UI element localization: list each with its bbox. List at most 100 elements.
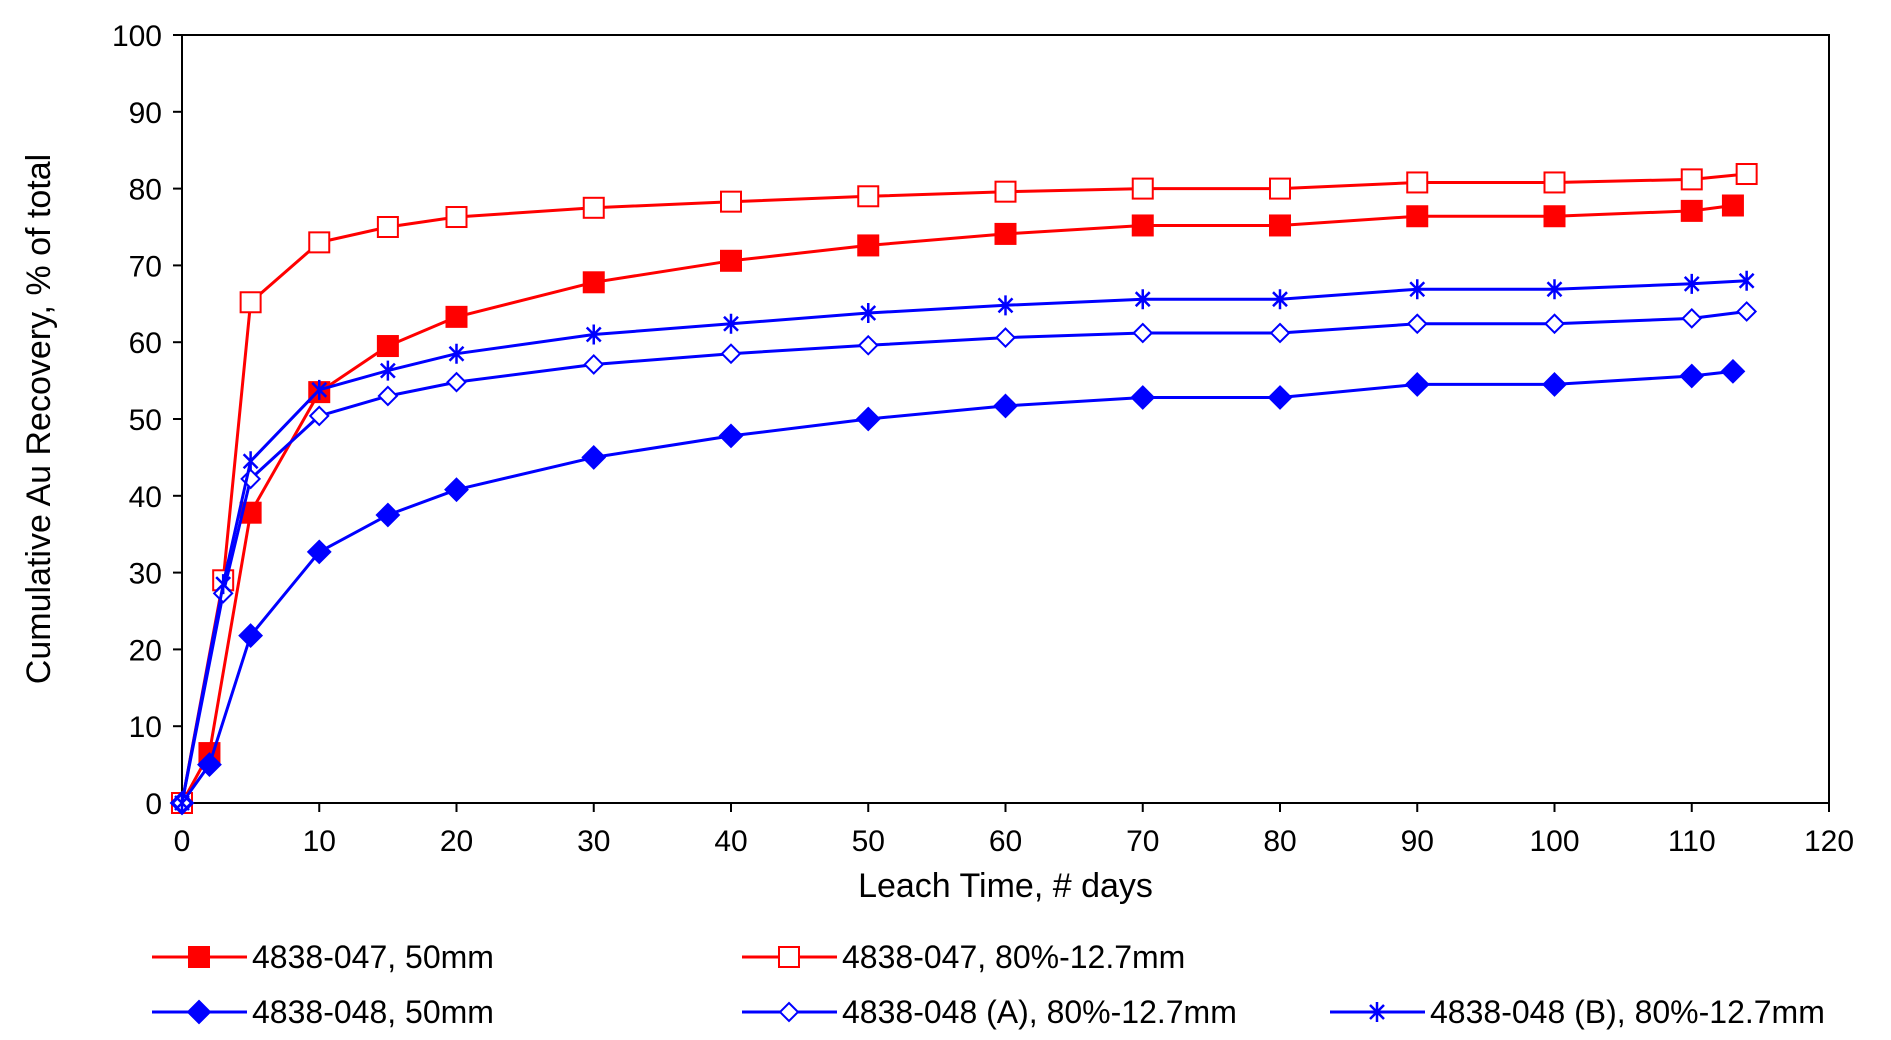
legend-item: 4838-048 (B), 80%-12.7mm bbox=[1330, 994, 1825, 1030]
y-tick-label: 30 bbox=[129, 558, 162, 591]
data-point bbox=[1681, 307, 1703, 329]
series-4 bbox=[171, 301, 1758, 814]
data-point bbox=[1721, 194, 1744, 217]
data-point bbox=[582, 271, 605, 294]
data-point bbox=[445, 305, 468, 328]
x-tick-label: 80 bbox=[1263, 825, 1296, 858]
data-point bbox=[1134, 289, 1151, 310]
data-point bbox=[1131, 214, 1154, 237]
data-point bbox=[1269, 214, 1291, 237]
data-point bbox=[1543, 205, 1566, 228]
legend-item: 4838-048, 50mm bbox=[152, 994, 494, 1030]
legend-marker bbox=[1369, 1002, 1385, 1022]
data-point bbox=[857, 185, 880, 208]
data-point bbox=[1542, 372, 1567, 397]
data-point bbox=[1736, 301, 1758, 322]
data-point bbox=[581, 444, 607, 470]
legend-marker bbox=[188, 946, 210, 968]
y-tick-label: 70 bbox=[129, 250, 162, 283]
y-tick-label: 50 bbox=[129, 404, 162, 437]
x-tick-label: 10 bbox=[303, 825, 336, 858]
legend-marker bbox=[778, 946, 800, 968]
data-point bbox=[239, 291, 262, 314]
data-point bbox=[720, 343, 742, 365]
data-point bbox=[444, 477, 469, 503]
data-point bbox=[1738, 270, 1755, 291]
legend-label: 4838-047, 80%-12.7mm bbox=[842, 939, 1185, 975]
data-point bbox=[855, 406, 881, 432]
x-axis-title: Leach Time, # days bbox=[858, 867, 1153, 905]
data-point bbox=[994, 180, 1017, 203]
legend-label: 4838-048, 50mm bbox=[252, 994, 494, 1030]
series-5 bbox=[174, 270, 1755, 813]
series-layer bbox=[169, 163, 1758, 816]
y-tick-label: 20 bbox=[129, 634, 162, 667]
data-point bbox=[1735, 163, 1758, 186]
legend-marker bbox=[778, 1001, 800, 1023]
data-point bbox=[1267, 385, 1293, 410]
data-point bbox=[215, 574, 232, 595]
data-point bbox=[306, 539, 332, 565]
legend-label: 4838-047, 50mm bbox=[252, 939, 494, 975]
x-tick-label: 30 bbox=[577, 825, 610, 858]
data-point bbox=[308, 405, 330, 427]
x-tick-label: 110 bbox=[1668, 825, 1716, 858]
x-tick-label: 20 bbox=[440, 825, 473, 858]
y-tick-label: 0 bbox=[145, 788, 162, 821]
legend-label: 4838-048 (A), 80%-12.7mm bbox=[842, 994, 1237, 1030]
data-point bbox=[583, 354, 605, 375]
data-point bbox=[1406, 313, 1428, 335]
x-tick-label: 90 bbox=[1401, 825, 1434, 858]
y-tick-label: 60 bbox=[129, 327, 162, 360]
x-tick-label: 50 bbox=[852, 825, 885, 858]
legend-label: 4838-048 (B), 80%-12.7mm bbox=[1430, 994, 1825, 1030]
x-tick-label: 60 bbox=[989, 825, 1022, 858]
data-point bbox=[1680, 168, 1703, 191]
y-tick-label: 90 bbox=[129, 97, 162, 130]
data-point bbox=[1131, 177, 1154, 200]
data-point bbox=[197, 752, 222, 778]
data-point bbox=[1272, 289, 1288, 310]
data-point bbox=[1130, 385, 1156, 410]
data-point bbox=[718, 423, 744, 449]
legend-marker bbox=[186, 999, 212, 1025]
data-point bbox=[723, 313, 739, 334]
x-tick-label: 70 bbox=[1126, 825, 1159, 858]
data-point bbox=[857, 234, 880, 257]
series-line bbox=[180, 172, 1747, 804]
series-line bbox=[180, 310, 1747, 804]
data-point bbox=[375, 502, 401, 528]
data-point bbox=[1720, 358, 1746, 384]
data-point bbox=[1406, 205, 1429, 228]
data-point bbox=[1269, 322, 1291, 344]
data-point bbox=[308, 231, 331, 254]
series-line bbox=[180, 204, 1734, 804]
data-point bbox=[1406, 171, 1429, 194]
axis-ticks: 0 10 20 30 40 50 60 70 80 90 100 110 120 0 10 20 30 40 50 6… bbox=[112, 20, 1854, 858]
series-line bbox=[180, 279, 1747, 804]
data-point bbox=[377, 385, 399, 407]
data-point bbox=[1680, 199, 1703, 222]
data-point bbox=[1409, 279, 1426, 300]
data-point bbox=[379, 360, 396, 381]
legend-item: 4838-048 (A), 80%-12.7mm bbox=[742, 994, 1237, 1030]
data-point bbox=[720, 249, 742, 272]
data-point bbox=[448, 343, 465, 364]
data-point bbox=[720, 190, 742, 213]
data-point bbox=[857, 334, 879, 356]
data-point bbox=[376, 216, 399, 238]
data-point bbox=[585, 324, 602, 345]
data-point bbox=[1543, 171, 1566, 194]
data-point bbox=[994, 222, 1017, 245]
data-point bbox=[446, 371, 467, 393]
x-tick-label: 120 bbox=[1804, 825, 1854, 858]
data-point bbox=[1404, 372, 1430, 397]
x-tick-label: 40 bbox=[714, 825, 747, 858]
data-point bbox=[238, 623, 264, 648]
data-point bbox=[242, 451, 259, 472]
legend-item: 4838-047, 80%-12.7mm bbox=[742, 939, 1185, 975]
data-point bbox=[860, 303, 877, 324]
data-point bbox=[1546, 279, 1563, 300]
